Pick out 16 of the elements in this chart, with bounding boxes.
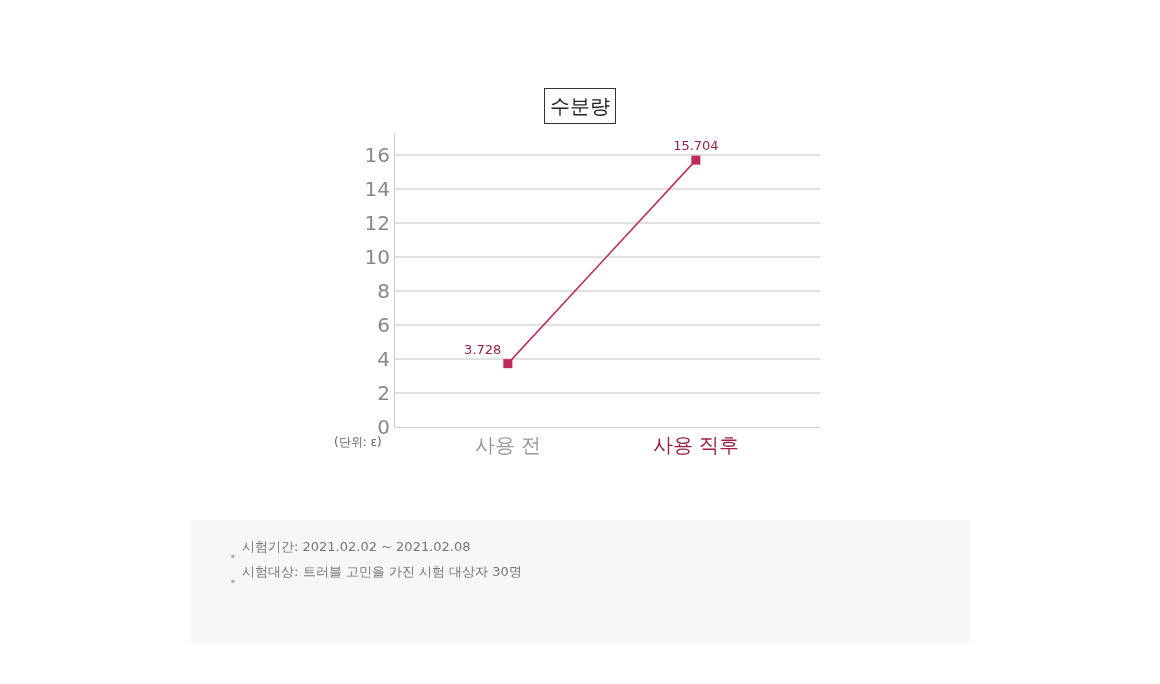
- y-tick-label: 16: [364, 143, 390, 168]
- data-label: 3.728: [463, 341, 502, 357]
- y-tick-label: 12: [364, 211, 390, 236]
- x-tick-label: 사용 전: [474, 433, 542, 457]
- y-axis-title: (단위: ε): [334, 435, 382, 449]
- y-tick-label: 10: [364, 245, 390, 270]
- y-tick-label: 4: [377, 347, 390, 372]
- y-tick-label: 2: [377, 381, 390, 406]
- data-label: 15.704: [673, 138, 719, 154]
- y-tick-label: 6: [377, 313, 390, 338]
- y-tick-label: 14: [364, 177, 390, 202]
- text: 시험대상: 트러블 고민을 가진 시험 대상자 30명: [242, 564, 522, 579]
- y-tick-label: 8: [377, 279, 390, 304]
- x-tick-label: 사용 직후: [652, 433, 740, 457]
- chart-title: 수분량: [550, 94, 610, 118]
- text: 시험기간: 2021.02.02 ~ 2021.02.08: [242, 539, 471, 554]
